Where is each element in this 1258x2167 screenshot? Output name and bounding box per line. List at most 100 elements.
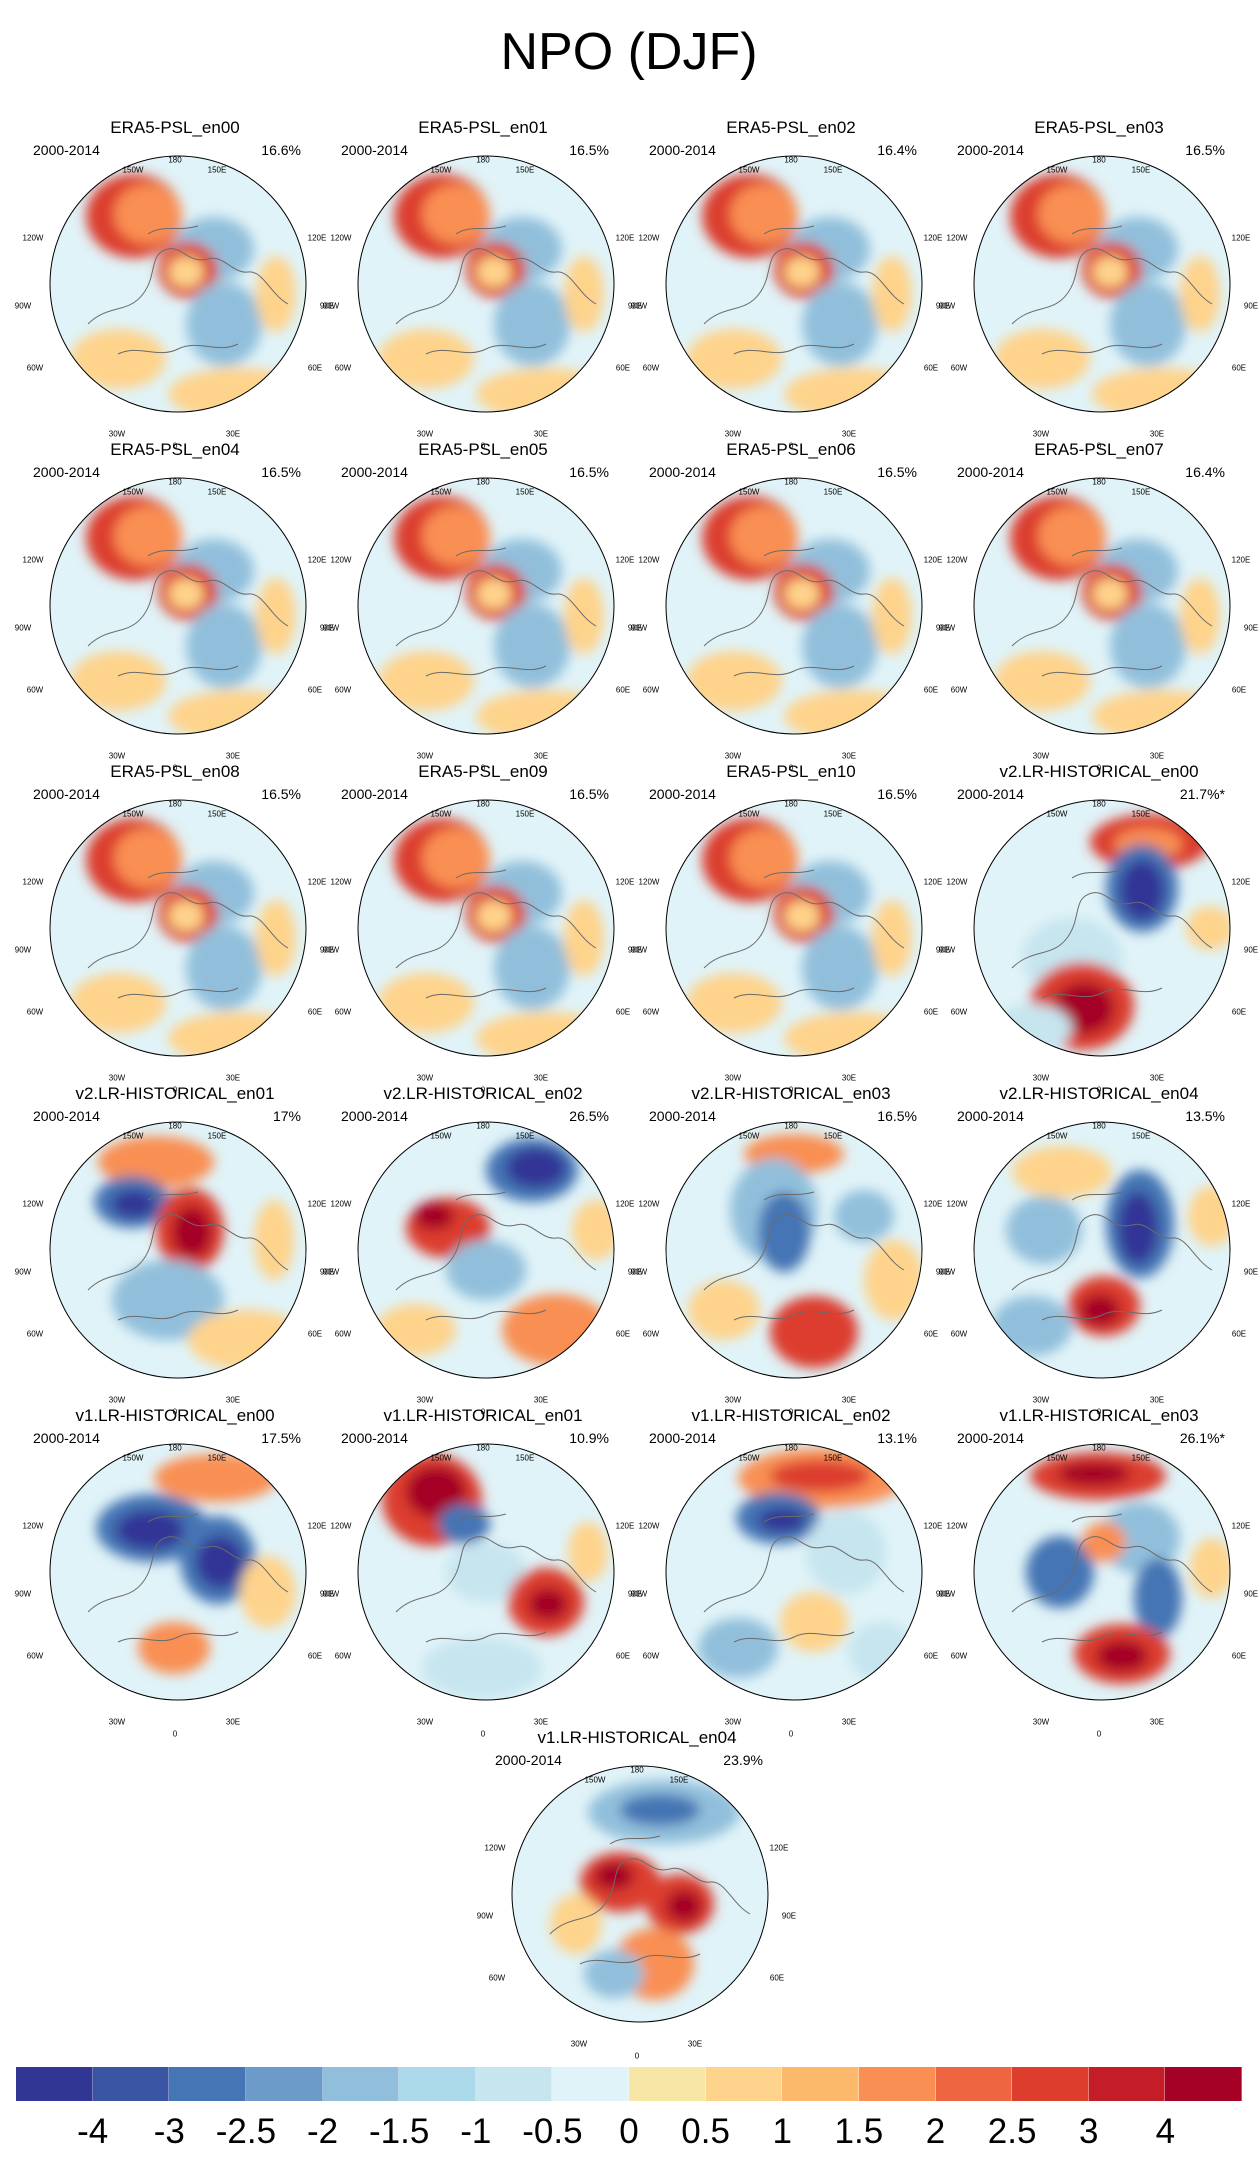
- positive-anomaly: [172, 1206, 212, 1258]
- longitude-label: 150W: [738, 165, 760, 175]
- longitude-label: 30E: [841, 751, 857, 761]
- longitude-label: 30E: [225, 1395, 241, 1405]
- longitude-label: 30E: [225, 1717, 241, 1727]
- colorbar-tick-label: 1: [772, 2112, 792, 2151]
- longitude-label: 30W: [724, 1717, 742, 1727]
- positive-anomaly: [406, 1466, 466, 1518]
- map-border: [973, 1443, 1231, 1701]
- colorbar-tick-label: 0.5: [681, 2112, 730, 2151]
- longitude-label: 30E: [841, 1073, 857, 1083]
- positive-anomaly: [70, 329, 166, 389]
- negative-anomaly: [806, 1510, 886, 1594]
- longitude-label: 180: [1092, 799, 1106, 809]
- negative-anomaly: [1118, 1192, 1158, 1264]
- longitude-label: 60W: [26, 1007, 44, 1017]
- colorbar-tick-label: 1.5: [834, 2112, 884, 2151]
- longitude-label: 180: [1092, 1443, 1106, 1453]
- longitude-label: 150E: [515, 1453, 535, 1463]
- polar-stereographic-map: [49, 799, 307, 1057]
- panel-period: 2000-2014: [33, 786, 100, 802]
- negative-anomaly: [1100, 1502, 1180, 1574]
- map-panel: v2.LR-HISTORICAL_en00 2000-2014 21.7%* 180 1…: [939, 762, 1258, 1095]
- coastline: [549, 1835, 751, 1965]
- longitude-label: 90E: [627, 301, 643, 311]
- longitude-label: 120E: [307, 877, 327, 887]
- map-border: [49, 1443, 307, 1701]
- longitude-label: 30W: [1032, 1395, 1050, 1405]
- positive-anomaly: [730, 506, 798, 566]
- positive-anomaly: [476, 900, 512, 932]
- positive-anomaly: [1012, 1146, 1112, 1198]
- map-panel: ERA5-PSL_en02 2000-2014 16.4% 180 150W 150E 12…: [631, 118, 950, 451]
- longitude-label: 120W: [22, 1521, 44, 1531]
- longitude-label: 30W: [724, 751, 742, 761]
- coastline: [1011, 1191, 1213, 1321]
- longitude-label: 60E: [307, 363, 323, 373]
- longitude-label: 150W: [122, 809, 144, 819]
- colorbar-tick-label: 3: [1079, 2112, 1099, 2151]
- panel-variance-percent: 26.1%*: [1179, 1430, 1225, 1446]
- colorbar-segment: [245, 2067, 323, 2101]
- positive-anomaly: [688, 1280, 760, 1340]
- longitude-label: 60W: [642, 1007, 660, 1017]
- longitude-label: 180: [784, 1121, 798, 1131]
- map-panel: ERA5-PSL_en09 2000-2014 16.5% 180 150W 150E 12…: [323, 762, 642, 1095]
- longitude-label: 120E: [923, 555, 943, 565]
- longitude-label: 90W: [322, 623, 340, 633]
- panel-title: ERA5-PSL_en03: [1034, 118, 1164, 137]
- longitude-label: 150W: [1046, 1131, 1068, 1141]
- longitude-label: 150W: [122, 487, 144, 497]
- coastline: [395, 547, 597, 677]
- longitude-label: 150W: [738, 487, 760, 497]
- map-panel: v2.LR-HISTORICAL_en02 2000-2014 26.5% 180 15…: [323, 1084, 642, 1417]
- longitude-label: 90W: [630, 301, 648, 311]
- longitude-label: 60E: [307, 1007, 323, 1017]
- positive-anomaly: [114, 506, 182, 566]
- longitude-label: 150E: [823, 809, 843, 819]
- longitude-label: 90W: [938, 1589, 956, 1599]
- map-panel: ERA5-PSL_en06 2000-2014 16.5% 180 150W 150E 12…: [631, 440, 950, 773]
- coastline: [395, 1191, 597, 1321]
- panel-title: v2.LR-HISTORICAL_en02: [383, 1084, 583, 1103]
- longitude-label: 30W: [570, 2039, 588, 2049]
- longitude-label: 60W: [334, 1651, 352, 1661]
- longitude-label: 30E: [1149, 1073, 1165, 1083]
- longitude-label: 30W: [1032, 751, 1050, 761]
- positive-anomaly: [422, 184, 490, 244]
- longitude-label: 60E: [923, 1651, 939, 1661]
- longitude-label: 120E: [1231, 1199, 1251, 1209]
- positive-anomaly: [70, 973, 166, 1033]
- colorbar-tick-label: -0.5: [522, 2112, 583, 2151]
- longitude-label: 30E: [225, 429, 241, 439]
- panel-variance-percent: 16.5%: [261, 464, 301, 480]
- map-border: [973, 477, 1231, 735]
- longitude-label: 150E: [1131, 809, 1151, 819]
- map-border: [665, 1443, 923, 1701]
- longitude-label: 120W: [946, 877, 968, 887]
- longitude-label: 60E: [769, 1973, 785, 1983]
- longitude-label: 120E: [615, 877, 635, 887]
- positive-anomaly: [70, 651, 166, 711]
- longitude-label: 90E: [627, 623, 643, 633]
- longitude-label: 60W: [950, 1329, 968, 1339]
- longitude-label: 30E: [841, 1395, 857, 1405]
- panel-title: v2.LR-HISTORICAL_en03: [691, 1084, 891, 1103]
- positive-anomaly: [378, 329, 474, 389]
- longitude-label: 120E: [1231, 877, 1251, 887]
- longitude-label: 120W: [330, 1521, 352, 1531]
- longitude-label: 0: [1096, 1407, 1102, 1417]
- longitude-label: 120W: [22, 555, 44, 565]
- negative-anomaly: [506, 1148, 566, 1188]
- longitude-label: 120E: [307, 233, 327, 243]
- positive-anomaly: [1092, 578, 1128, 610]
- longitude-label: 90E: [627, 1589, 643, 1599]
- positive-anomaly: [188, 1310, 306, 1370]
- longitude-label: 60W: [950, 685, 968, 695]
- panel-period: 2000-2014: [341, 464, 408, 480]
- polar-stereographic-map: [665, 1121, 923, 1379]
- positive-anomaly: [686, 329, 782, 389]
- longitude-label: 150W: [1046, 165, 1068, 175]
- panel-variance-percent: 16.5%: [1185, 142, 1225, 158]
- longitude-label: 180: [476, 477, 490, 487]
- panel-title: ERA5-PSL_en04: [110, 440, 240, 459]
